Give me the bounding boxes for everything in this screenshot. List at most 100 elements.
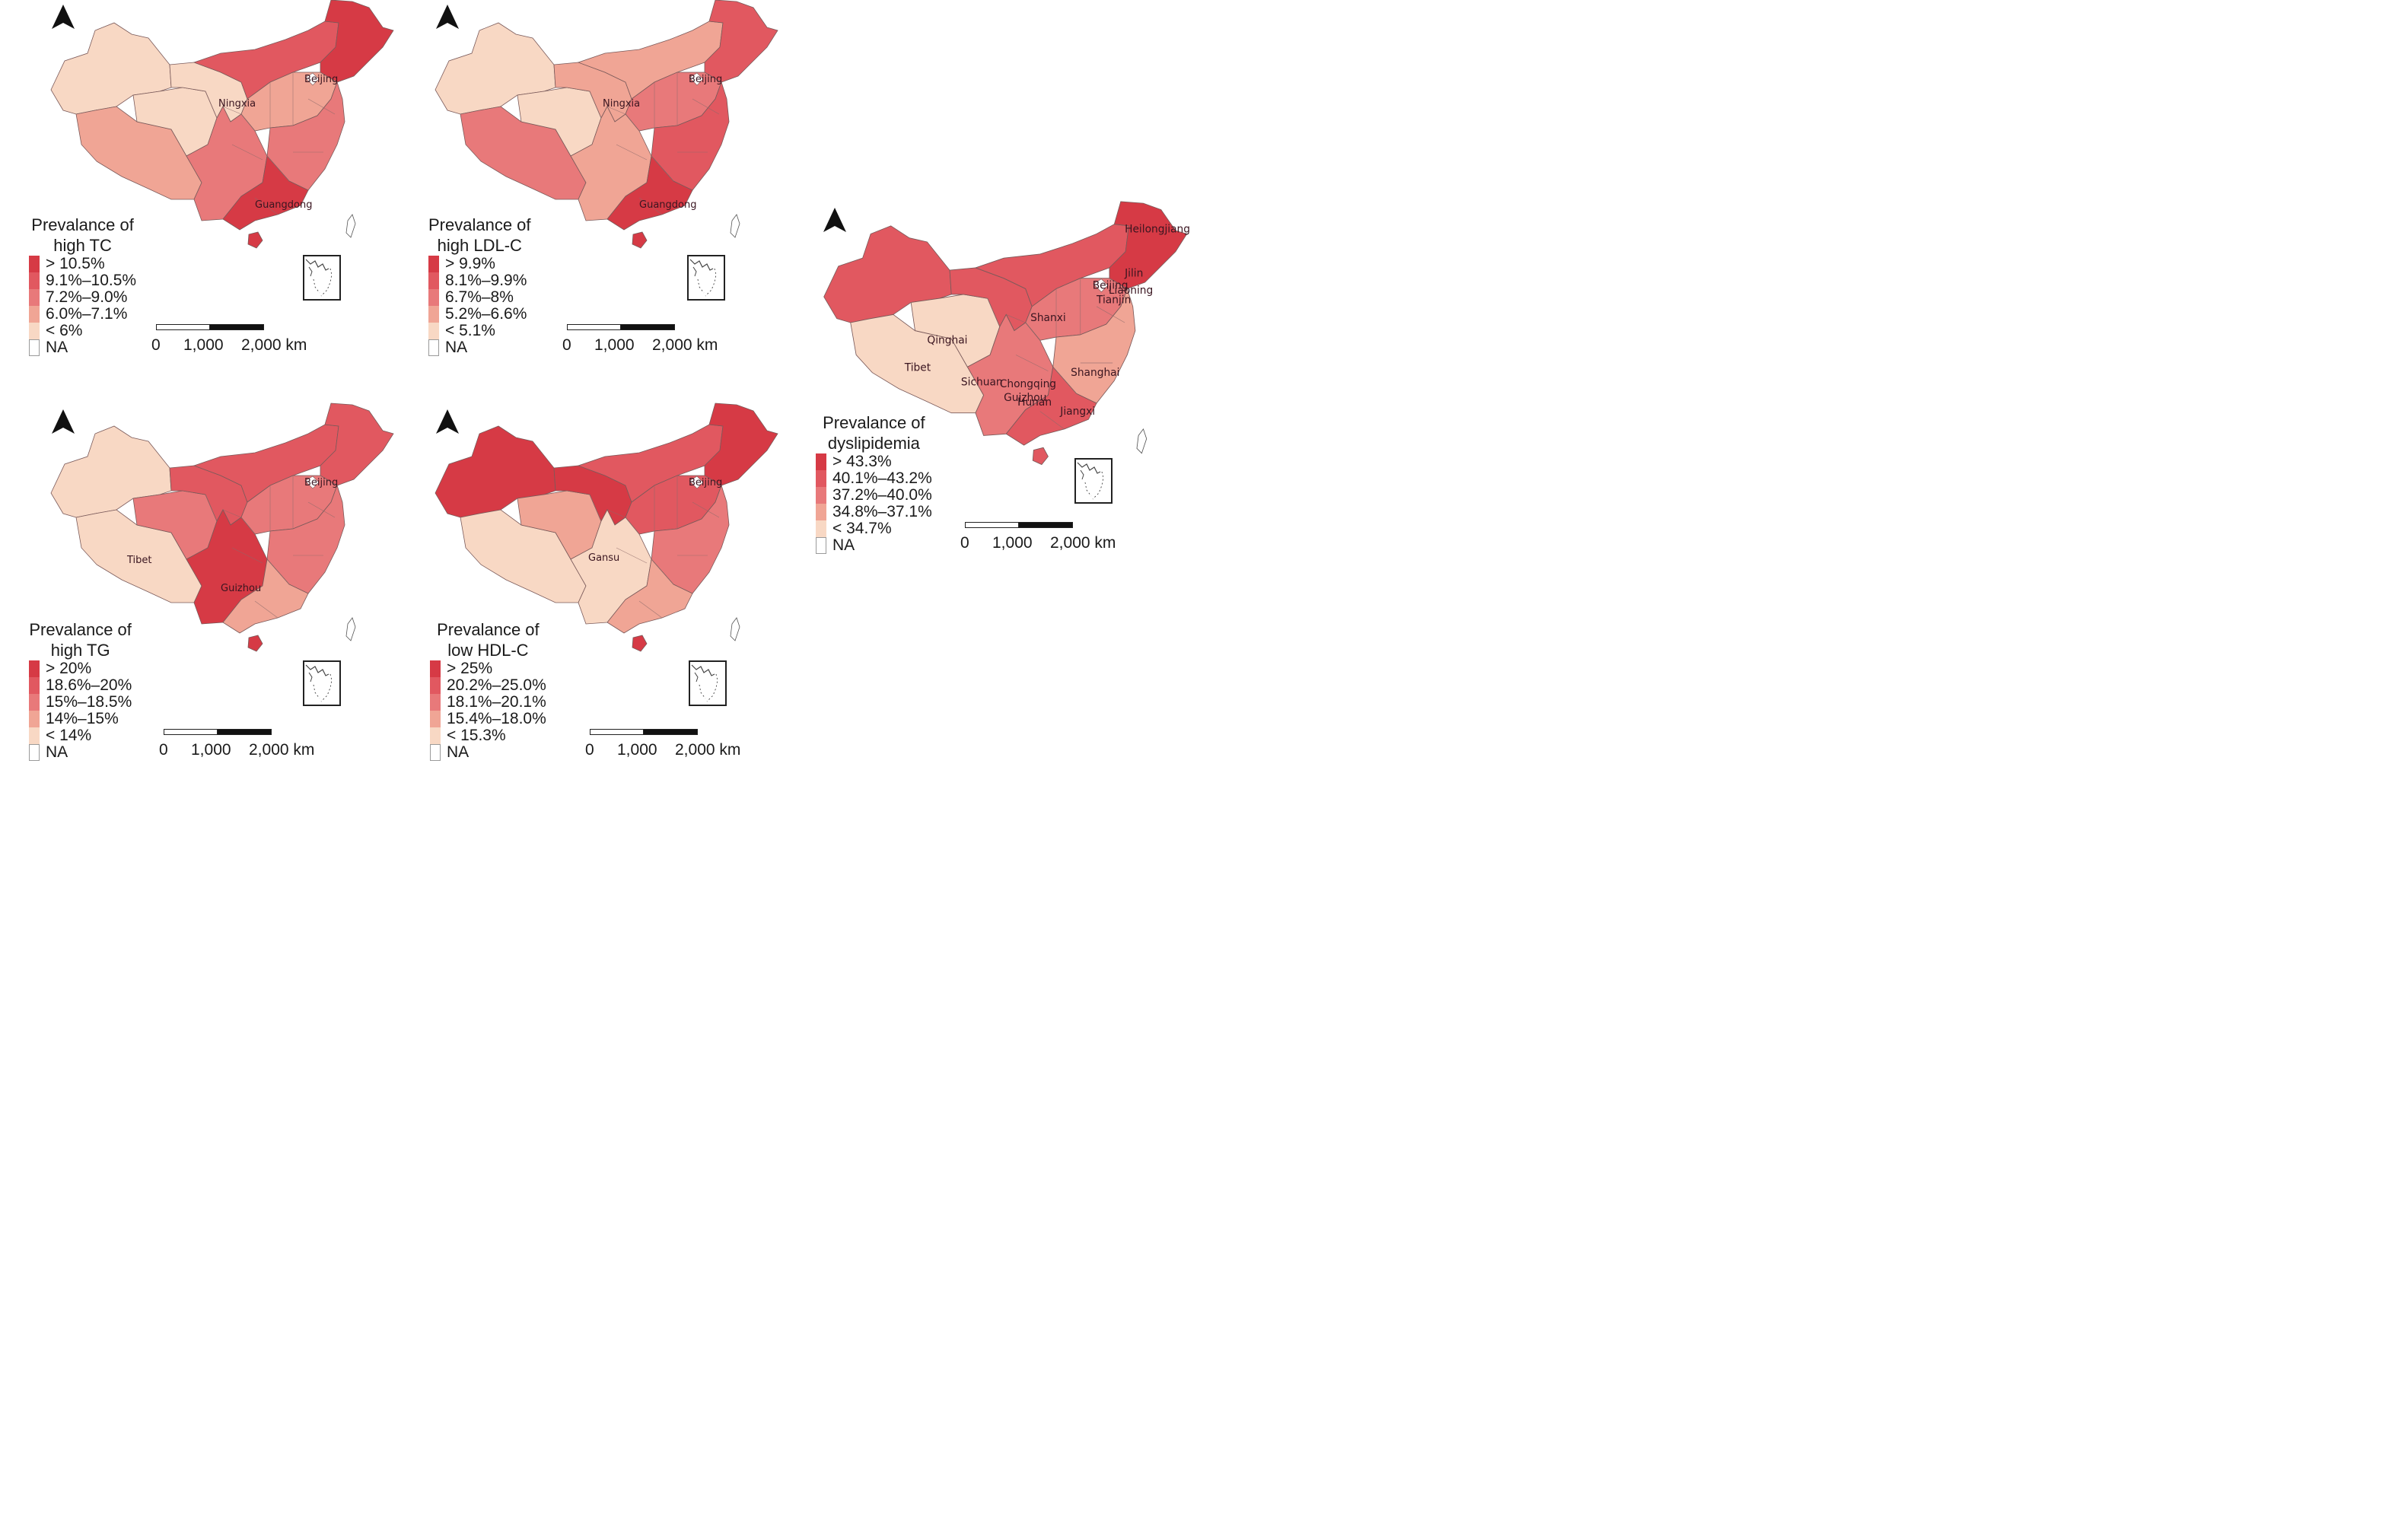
scale-bar-label: 2,000 km	[241, 336, 307, 354]
scale-bar: 0 1,000 2,000 km	[159, 729, 331, 767]
region-northeast	[704, 0, 778, 83]
province-boundary	[320, 475, 338, 486]
south-china-sea-inset	[1074, 458, 1113, 504]
region-beijing-tianjin	[304, 72, 320, 86]
legend-title: Prevalance of high TC	[31, 215, 134, 255]
place-label: Beijing	[1093, 279, 1128, 291]
legend-swatch	[816, 537, 826, 554]
region-beijing-tianjin	[689, 476, 704, 489]
place-label: Liaoning	[1109, 285, 1153, 297]
legend-item: 6.0%–7.1%	[29, 306, 136, 323]
place-label: Tibet	[904, 362, 931, 374]
province-boundary	[692, 98, 720, 115]
legend-item: > 25%	[430, 660, 546, 677]
legend-swatch	[29, 744, 40, 761]
province-boundary	[1025, 322, 1041, 341]
scale-bar: 0 1,000 2,000 km	[562, 324, 734, 362]
legend-label: NA	[46, 743, 68, 761]
legend-swatch	[430, 711, 441, 727]
scale-bar-label: 1,000	[617, 741, 657, 759]
map-panel-dyslipidemia: Heilongjiang Jilin Liaoning Beijing Tianjin S…	[769, 201, 1191, 563]
province-boundary	[638, 197, 663, 215]
legend-label: 6.7%–8%	[445, 288, 514, 306]
place-label: Beijing	[689, 477, 722, 488]
map-legend: Prevalance of high LDL-C > 9.9% 8.1%–9.9% 6.…	[428, 215, 531, 356]
place-label: Qinghai	[927, 335, 967, 347]
legend-label: < 5.1%	[445, 322, 495, 339]
legend-swatch	[816, 470, 826, 487]
province-boundary	[254, 600, 279, 619]
province-boundary	[266, 155, 290, 182]
province-boundary	[704, 72, 722, 83]
legend-item: 9.1%–10.5%	[29, 272, 136, 289]
place-label: Guizhou	[221, 583, 261, 594]
legend-item: 34.8%–37.1%	[816, 504, 932, 520]
choropleth-map: Beijing Tibet Guizhou	[50, 402, 394, 652]
scale-bar-segment-white	[156, 324, 210, 330]
place-label: Jiangxi	[1059, 406, 1095, 418]
region-hainan	[247, 231, 263, 249]
legend-swatch	[428, 306, 439, 323]
taiwan-outline	[730, 214, 740, 238]
legend-swatch	[816, 487, 826, 504]
region-northeast	[320, 0, 394, 83]
legend-item: > 10.5%	[29, 256, 136, 272]
legend-label: < 14%	[46, 727, 92, 744]
north-arrow-icon	[436, 5, 459, 30]
scale-bar: 0 1,000 2,000 km	[151, 324, 323, 362]
province-boundary	[1109, 278, 1128, 289]
legend-label: 34.8%–37.1%	[832, 503, 932, 520]
legend-title: Prevalance of high LDL-C	[428, 215, 531, 255]
choropleth-map: Beijing Ningxia Guangdong	[50, 0, 394, 249]
province-boundary	[240, 113, 256, 132]
place-label: Guangdong	[639, 199, 696, 211]
province-boundary	[116, 94, 134, 107]
province-boundary	[704, 475, 722, 486]
legend-swatch	[29, 306, 40, 323]
place-label: Ningxia	[218, 98, 256, 110]
province-boundary	[222, 509, 242, 518]
region-south	[1005, 366, 1097, 446]
legend-label: > 10.5%	[46, 255, 105, 272]
province-boundary	[116, 498, 134, 511]
province-boundary	[254, 197, 279, 215]
legend-item: NA	[816, 537, 932, 554]
province-boundary	[307, 501, 336, 518]
province-boundary	[307, 98, 336, 115]
legend-item: 6.7%–8%	[428, 289, 531, 306]
legend-label: 20.2%–25.0%	[447, 676, 546, 694]
map-panel-high-ldl-c: Beijing Ningxia Guangdong Prevalance of high…	[384, 0, 780, 361]
choropleth-map: Beijing Ningxia Guangdong	[435, 0, 778, 249]
taiwan-outline	[1136, 428, 1148, 454]
province-boundary	[500, 498, 518, 511]
place-label: Beijing	[304, 477, 338, 488]
map-legend: Prevalance of high TG > 20% 18.6%–20% 15%–18…	[29, 619, 132, 761]
legend-label: 18.1%–20.1%	[447, 693, 546, 711]
legend-label: 14%–15%	[46, 710, 119, 727]
legend-item: 14%–15%	[29, 711, 132, 727]
province-boundary	[589, 494, 602, 522]
legend-swatch	[29, 272, 40, 289]
scale-bar-segment-black	[1018, 522, 1073, 528]
north-arrow-icon	[436, 409, 459, 435]
region-northeast	[320, 402, 394, 486]
region-south	[606, 558, 693, 634]
scale-bar-segment-black	[620, 324, 675, 330]
legend-swatch	[29, 660, 40, 677]
province-boundary	[589, 91, 602, 119]
map-panel-high-tc: Beijing Ningxia Guangdong Prevalance of high…	[0, 0, 396, 361]
legend-swatch	[430, 727, 441, 744]
legend-item: < 5.1%	[428, 323, 531, 339]
map-legend: Prevalance of low HDL-C > 25% 20.2%–25.0% 18…	[430, 619, 546, 761]
province-boundary	[222, 106, 242, 115]
legend-item: < 15.3%	[430, 727, 546, 744]
province-boundary	[893, 302, 912, 315]
taiwan-outline	[730, 617, 740, 641]
legend-title: Prevalance of low HDL-C	[437, 620, 540, 660]
scale-bar-segment-white	[567, 324, 621, 330]
province-boundary	[616, 547, 648, 564]
scale-bar-segment-white	[590, 729, 644, 735]
legend-swatch	[428, 289, 439, 306]
legend-label: 8.1%–9.9%	[445, 272, 527, 289]
legend-label: NA	[832, 536, 855, 554]
